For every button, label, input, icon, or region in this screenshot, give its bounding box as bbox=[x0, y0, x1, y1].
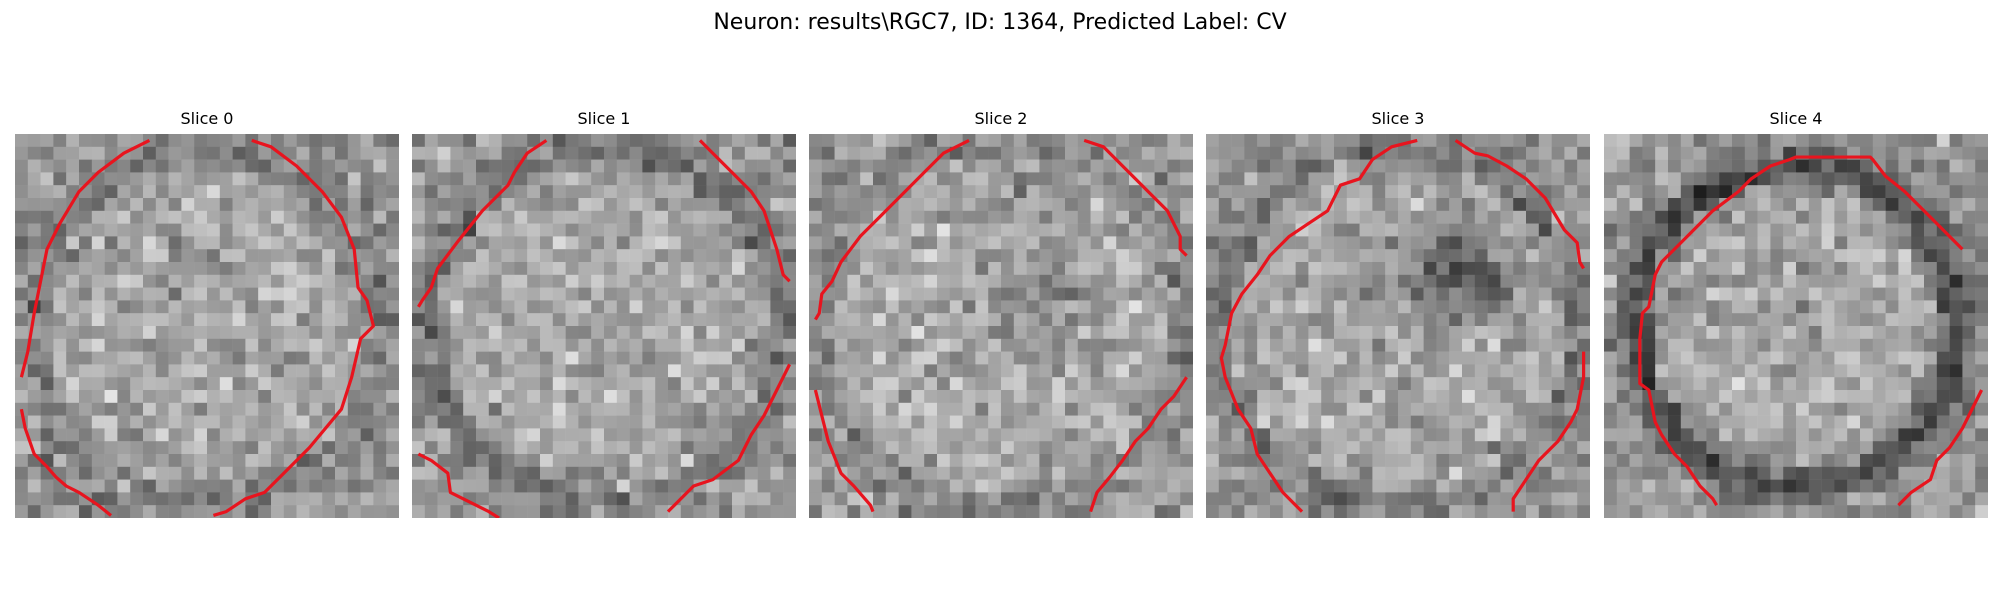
slice-title-0: Slice 0 bbox=[180, 109, 234, 128]
slice-title-1: Slice 1 bbox=[577, 109, 631, 128]
slice-title-3: Slice 3 bbox=[1371, 109, 1425, 128]
contour-lines bbox=[19, 138, 376, 517]
slice-title-2: Slice 2 bbox=[974, 109, 1028, 128]
slice-panel-1: Slice 1 bbox=[412, 108, 796, 520]
contour-lines bbox=[1638, 155, 1984, 507]
slice-image-4 bbox=[1604, 134, 1988, 518]
pixel-grid bbox=[412, 134, 796, 518]
slice-panel-0: Slice 0 bbox=[15, 108, 399, 520]
figure-title: Neuron: results\RGC7, ID: 1364, Predicte… bbox=[713, 10, 1287, 35]
pixel-grid bbox=[1604, 134, 1988, 518]
slice-panel-2: Slice 2 bbox=[809, 108, 1193, 520]
slice-panel-4: Slice 4 bbox=[1604, 108, 1988, 520]
contour-lines bbox=[1219, 138, 1586, 513]
contour-lines bbox=[813, 138, 1188, 513]
slice-panel-3: Slice 3 bbox=[1206, 108, 1590, 520]
contour-lines bbox=[417, 139, 792, 518]
pixel-grid bbox=[1206, 134, 1590, 518]
slice-image-0 bbox=[15, 134, 399, 518]
pixel-grid bbox=[809, 134, 1193, 518]
slice-image-3 bbox=[1206, 134, 1590, 518]
slice-title-4: Slice 4 bbox=[1769, 109, 1823, 128]
slice-image-2 bbox=[809, 134, 1193, 518]
slice-image-1 bbox=[412, 134, 796, 518]
pixel-grid bbox=[15, 134, 399, 518]
